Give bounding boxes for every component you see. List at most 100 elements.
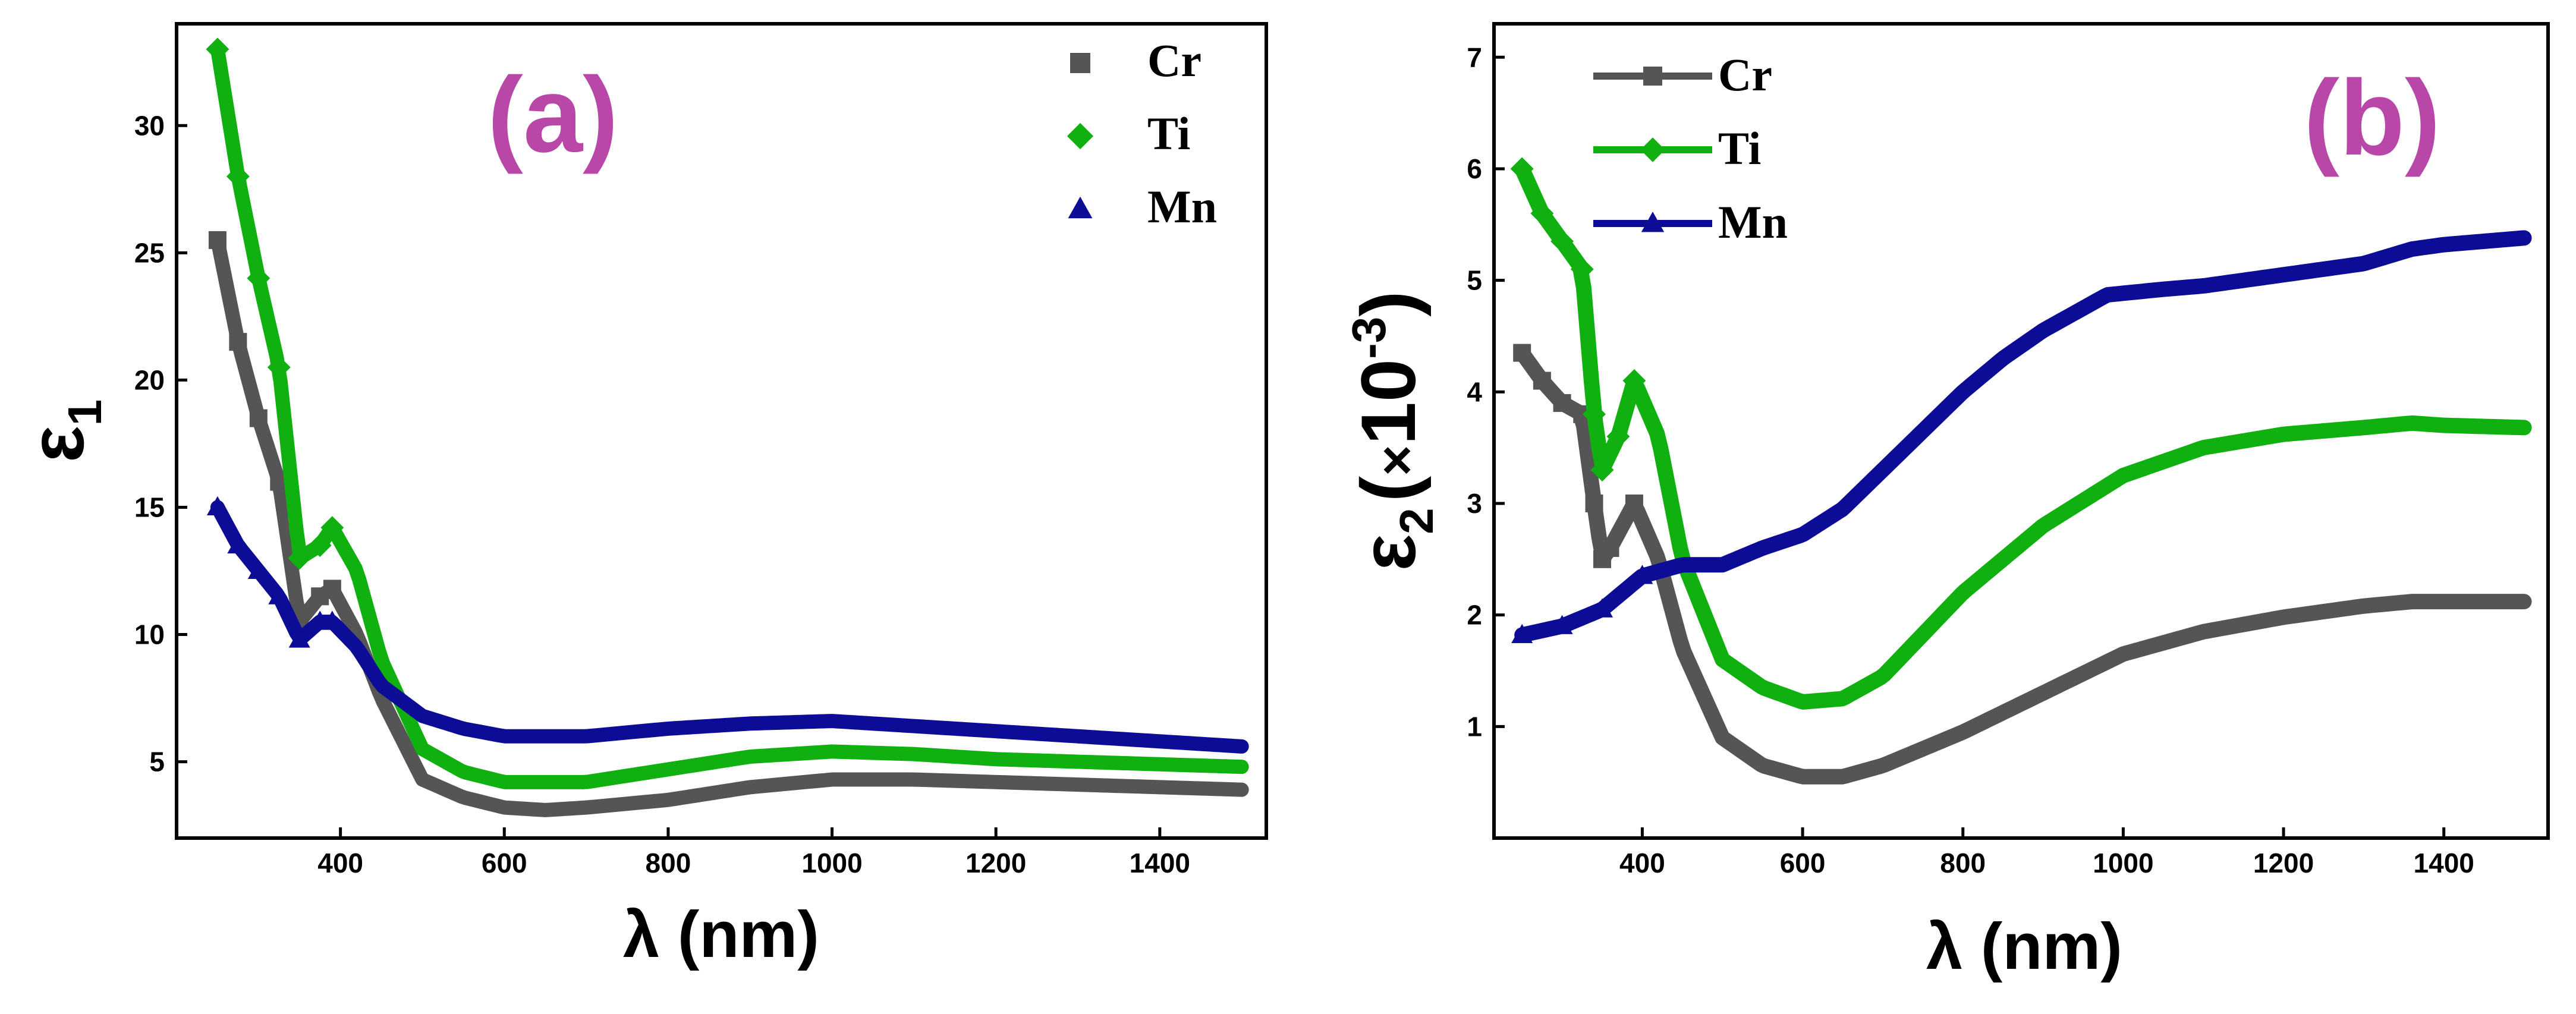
y-axis-times-b: × <box>1367 445 1427 476</box>
legend-a: Cr Ti Mn <box>1067 34 1217 232</box>
x-tick-label: 600 <box>482 848 527 878</box>
x-tick-label: 800 <box>1940 848 1986 878</box>
y-tick-label: 10 <box>134 619 165 650</box>
data-point-ti <box>247 266 271 290</box>
data-point-mn <box>1591 598 1613 618</box>
legend-b: Cr Ti Mn <box>1593 49 1788 248</box>
series-band-ti <box>210 42 1249 789</box>
plot-frame-a <box>175 22 1268 840</box>
y-axis-symbol-b: ε <box>1345 534 1432 571</box>
y-axis-symbol-a: ε <box>13 426 100 462</box>
data-point-cr <box>1513 344 1531 362</box>
data-point-ti <box>1510 157 1534 181</box>
data-point-cr <box>323 580 341 598</box>
x-tick-label: 1200 <box>965 848 1026 878</box>
y-tick-label: 20 <box>134 364 165 395</box>
data-point-mn <box>247 559 269 579</box>
series-mn <box>206 496 1249 754</box>
y-axis-open-paren-b: ( <box>1345 475 1432 502</box>
y-axis-exponent-b: -3 <box>1342 317 1395 359</box>
data-point-cr <box>1533 371 1551 390</box>
y-axis-base-b: 10 <box>1345 359 1432 445</box>
ticks-b: 400 600 800 1000 1200 1400 1 2 3 4 5 6 7 <box>1467 42 2474 878</box>
data-point-mn <box>268 585 290 604</box>
legend-label-mn: Mn <box>1147 181 1217 232</box>
data-point-mn <box>1631 565 1653 584</box>
legend-item-mn: Mn <box>1593 196 1788 248</box>
data-point-ti <box>1622 369 1646 393</box>
data-point-ti <box>1550 229 1574 253</box>
legend-label-cr: Cr <box>1147 34 1201 86</box>
y-tick-label: 15 <box>134 492 165 522</box>
x-tick-label: 1000 <box>801 848 862 878</box>
y-tick-label: 30 <box>134 110 165 141</box>
data-point-mn <box>288 628 310 648</box>
data-point-ti <box>1583 402 1606 426</box>
data-point-ti <box>206 37 229 61</box>
data-point-ti <box>1530 201 1554 225</box>
x-tick-label: 1200 <box>2253 848 2314 878</box>
y-tick-label: 25 <box>134 237 165 268</box>
legend-marker-ti <box>1067 122 1094 150</box>
legend-marker-ti <box>1640 137 1665 162</box>
data-point-mn <box>1551 615 1573 634</box>
y-tick-label: 3 <box>1467 488 1482 519</box>
series-band-mn <box>210 500 1249 754</box>
legend-label-ti: Ti <box>1147 108 1190 159</box>
panel-a: 400 600 800 1000 1200 1400 5 10 15 20 25 30 (a) λ (… <box>13 22 1268 971</box>
y-axis-close-paren-b: ) <box>1345 291 1432 316</box>
legend-label-ti: Ti <box>1718 122 1761 174</box>
legend-item-ti: Ti <box>1593 122 1761 174</box>
data-point-ti <box>308 534 332 558</box>
legend-label-mn: Mn <box>1718 196 1788 248</box>
series-line-mn <box>1514 230 2532 643</box>
series-b <box>1510 157 2532 785</box>
svg-text:ε1: ε1 <box>13 399 111 462</box>
data-point-cr <box>1625 494 1643 512</box>
legend-label-cr: Cr <box>1718 49 1772 100</box>
legend-item-cr: Cr <box>1593 49 1772 100</box>
x-tick-label: 1000 <box>2093 848 2153 878</box>
panel-label-a: (a) <box>487 55 618 175</box>
x-tick-label: 1400 <box>2414 848 2474 878</box>
data-point-ti <box>1606 424 1630 448</box>
y-axis-title-a: ε1 <box>13 399 111 462</box>
x-tick-label: 400 <box>317 848 363 878</box>
data-point-ti <box>1570 257 1594 281</box>
legend-marker-mn <box>1068 196 1093 219</box>
series-mn <box>1511 230 2532 643</box>
y-tick-label: 4 <box>1467 376 1482 407</box>
x-tick-label: 1400 <box>1130 848 1190 878</box>
data-point-mn <box>206 496 228 515</box>
series-cr <box>1513 344 2532 785</box>
x-tick-label: 600 <box>1780 848 1826 878</box>
legend-item-mn: Mn <box>1068 181 1217 232</box>
data-point-mn <box>321 610 343 630</box>
data-point-ti <box>267 355 291 379</box>
legend-marker-cr <box>1070 53 1090 73</box>
x-tick-label: 400 <box>1619 848 1665 878</box>
data-point-cr <box>208 231 227 249</box>
series-band-cr <box>210 232 1249 817</box>
data-point-cr <box>1601 539 1619 558</box>
series-line-cr <box>1514 345 2532 785</box>
svg-text:ε2(×10-3): ε2 (×10-3) <box>1342 291 1443 571</box>
y-axis-subscript-a: 1 <box>58 399 111 426</box>
data-point-cr <box>249 409 268 427</box>
x-axis-title-b: λ (nm) <box>1926 910 2122 983</box>
series-line-ti <box>1514 160 2532 710</box>
plot-frame-b <box>1492 22 2550 840</box>
x-axis-title-a: λ (nm) <box>623 898 819 971</box>
data-point-cr <box>1553 394 1571 412</box>
data-point-cr <box>1585 494 1603 512</box>
ticks-a: 400 600 800 1000 1200 1400 5 10 15 20 25 30 <box>134 110 1190 878</box>
series-ti <box>206 37 1249 789</box>
y-tick-label: 5 <box>1467 265 1482 296</box>
legend-marker-cr <box>1643 67 1662 86</box>
legend-item-cr: Cr <box>1070 34 1201 86</box>
legend-marker-mn <box>1641 212 1665 232</box>
data-point-cr <box>229 333 247 351</box>
y-axis-subscript-b: 2 <box>1390 508 1443 534</box>
